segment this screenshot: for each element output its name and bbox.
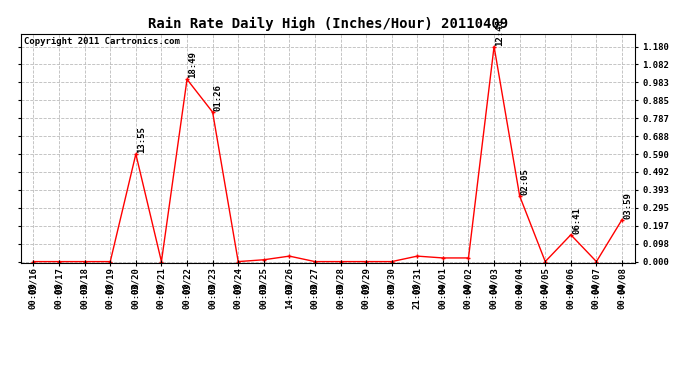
Text: 18:49: 18:49 bbox=[188, 51, 197, 78]
Title: Rain Rate Daily High (Inches/Hour) 20110409: Rain Rate Daily High (Inches/Hour) 20110… bbox=[148, 17, 508, 31]
Text: 06:41: 06:41 bbox=[572, 207, 581, 234]
Text: 03:59: 03:59 bbox=[623, 192, 632, 219]
Text: Copyright 2011 Cartronics.com: Copyright 2011 Cartronics.com bbox=[23, 37, 179, 46]
Text: 13:55: 13:55 bbox=[137, 126, 146, 153]
Text: 02:05: 02:05 bbox=[521, 168, 530, 195]
Text: 12:48: 12:48 bbox=[495, 19, 504, 46]
Text: 01:26: 01:26 bbox=[214, 84, 223, 111]
